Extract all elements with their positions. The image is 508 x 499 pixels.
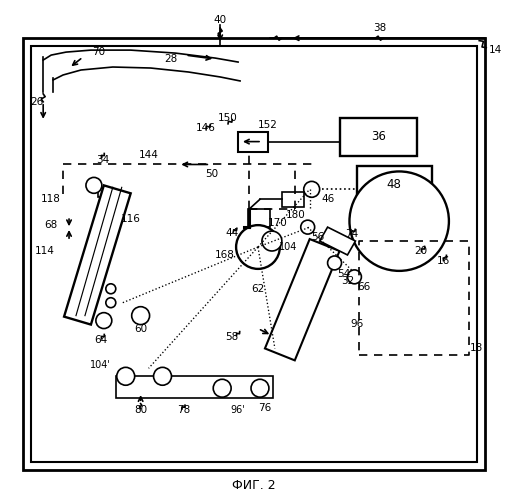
Text: 44: 44 xyxy=(226,228,239,238)
Circle shape xyxy=(251,379,269,397)
Bar xyxy=(282,192,304,207)
Text: 80: 80 xyxy=(134,405,147,415)
Text: 32: 32 xyxy=(341,276,354,286)
Text: 96: 96 xyxy=(351,318,364,328)
Text: 114: 114 xyxy=(35,246,55,256)
Text: 144: 144 xyxy=(139,150,158,160)
Text: 146: 146 xyxy=(196,123,215,133)
Text: 62: 62 xyxy=(251,284,265,294)
Text: 170: 170 xyxy=(268,218,288,228)
Bar xyxy=(116,376,273,398)
Text: 48: 48 xyxy=(387,178,402,191)
Circle shape xyxy=(213,379,231,397)
Text: 18: 18 xyxy=(470,343,484,353)
Circle shape xyxy=(106,284,116,294)
Text: 180: 180 xyxy=(286,210,306,220)
Text: 54: 54 xyxy=(337,269,350,279)
Text: 68: 68 xyxy=(45,220,58,230)
Bar xyxy=(248,209,270,227)
Polygon shape xyxy=(320,227,356,255)
Text: 104': 104' xyxy=(90,360,111,370)
Text: 168: 168 xyxy=(215,250,235,260)
Text: 66: 66 xyxy=(357,282,370,292)
Text: 56: 56 xyxy=(311,232,324,242)
Circle shape xyxy=(304,181,320,197)
Circle shape xyxy=(106,298,116,308)
Text: 14: 14 xyxy=(489,45,502,55)
Circle shape xyxy=(350,172,449,271)
Bar xyxy=(358,167,432,201)
Circle shape xyxy=(236,225,280,269)
Circle shape xyxy=(132,307,149,324)
Text: 58: 58 xyxy=(226,331,239,341)
Text: 96': 96' xyxy=(231,405,245,415)
Circle shape xyxy=(347,270,361,284)
Bar xyxy=(98,188,107,197)
Bar xyxy=(339,118,417,156)
Circle shape xyxy=(96,313,112,328)
Text: 50: 50 xyxy=(206,170,219,180)
Text: 36: 36 xyxy=(371,130,386,143)
Polygon shape xyxy=(265,239,339,360)
Text: 28: 28 xyxy=(164,54,177,64)
Text: 16: 16 xyxy=(437,256,451,266)
Circle shape xyxy=(262,231,282,251)
Text: 116: 116 xyxy=(121,214,141,224)
Text: 152: 152 xyxy=(258,120,278,130)
Circle shape xyxy=(86,178,102,193)
Circle shape xyxy=(117,367,135,385)
Circle shape xyxy=(328,256,341,270)
Text: 34: 34 xyxy=(96,155,109,165)
Text: 76: 76 xyxy=(258,403,272,413)
Text: 78: 78 xyxy=(177,405,190,415)
Text: 118: 118 xyxy=(41,194,61,204)
Text: 74: 74 xyxy=(345,229,358,239)
Polygon shape xyxy=(64,185,131,324)
Text: 150: 150 xyxy=(218,113,238,123)
Text: 104: 104 xyxy=(278,242,297,252)
Circle shape xyxy=(153,367,172,385)
Text: 46: 46 xyxy=(321,194,334,204)
Bar xyxy=(238,132,268,152)
Circle shape xyxy=(301,220,314,234)
Text: 38: 38 xyxy=(373,23,386,33)
Text: 20: 20 xyxy=(415,246,428,256)
Text: 60: 60 xyxy=(134,323,147,333)
Text: 70: 70 xyxy=(92,47,106,57)
Text: 40: 40 xyxy=(214,15,227,25)
Text: ФИГ. 2: ФИГ. 2 xyxy=(232,479,276,492)
Text: 64: 64 xyxy=(94,335,108,345)
Text: 26: 26 xyxy=(30,97,44,107)
